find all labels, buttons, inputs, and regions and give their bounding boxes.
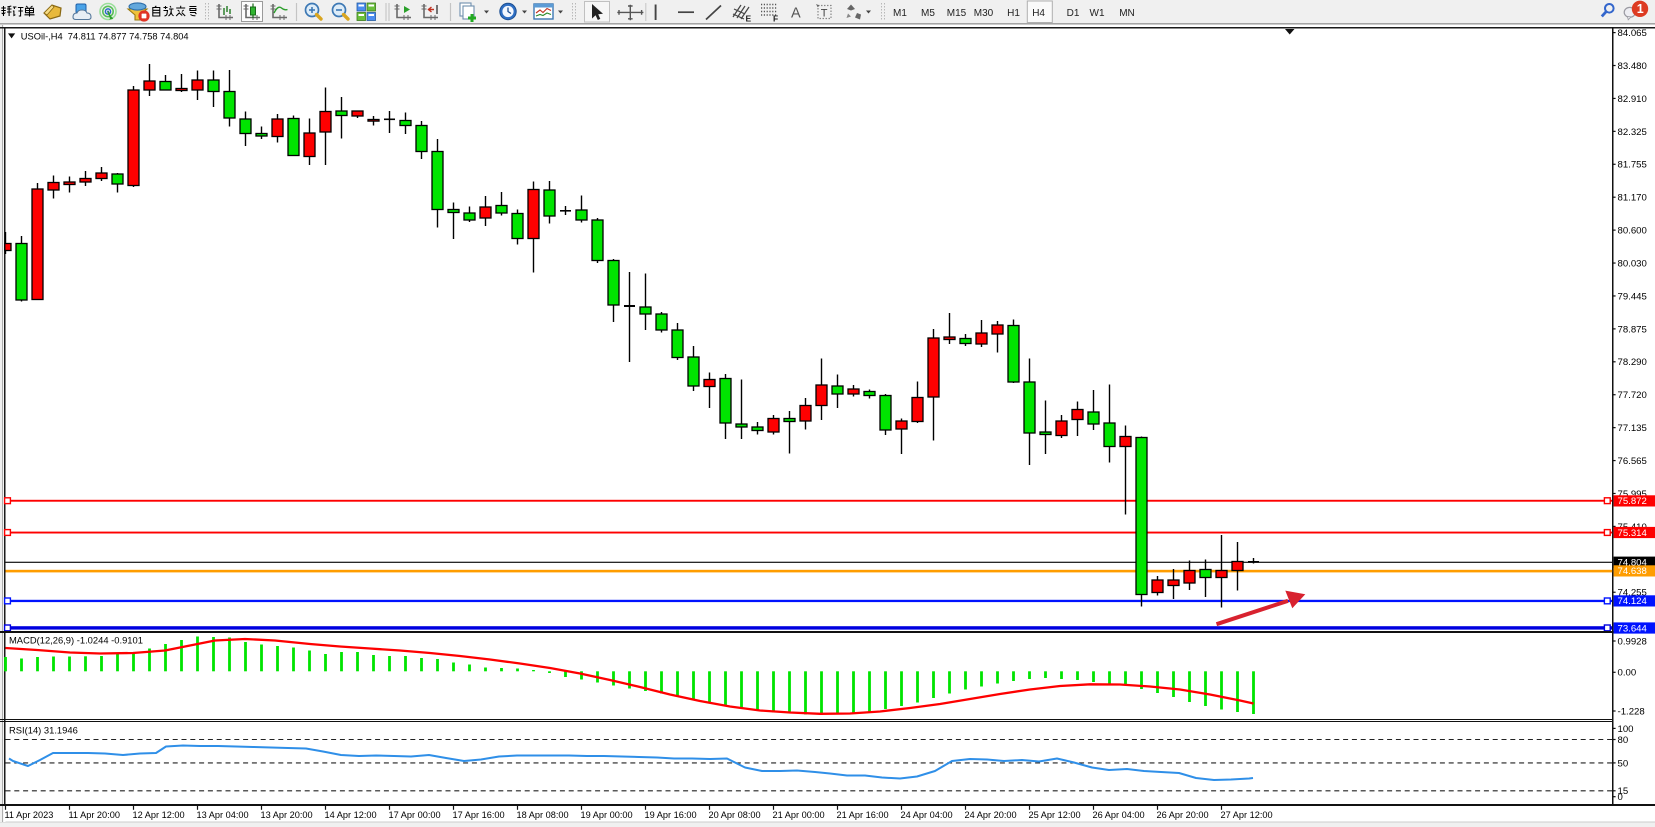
svg-text:D1: D1: [1067, 8, 1080, 19]
svg-text:21 Apr 00:00: 21 Apr 00:00: [773, 810, 825, 820]
svg-text:T: T: [821, 8, 828, 20]
svg-text:21 Apr 16:00: 21 Apr 16:00: [837, 810, 889, 820]
svg-text:17 Apr 16:00: 17 Apr 16:00: [453, 810, 505, 820]
svg-text:80.030: 80.030: [1618, 258, 1647, 269]
svg-text:50: 50: [1618, 758, 1629, 769]
svg-text:M30: M30: [974, 8, 994, 19]
svg-text:75.995: 75.995: [1618, 489, 1647, 500]
svg-text:74.255: 74.255: [1618, 588, 1647, 599]
svg-text:0.00: 0.00: [1618, 668, 1637, 679]
svg-text:24 Apr 20:00: 24 Apr 20:00: [965, 810, 1017, 820]
svg-text:77.720: 77.720: [1618, 390, 1647, 401]
svg-text:MN: MN: [1119, 8, 1135, 19]
svg-text:-1.228: -1.228: [1618, 706, 1645, 717]
svg-text:12 Apr 12:00: 12 Apr 12:00: [133, 810, 185, 820]
svg-text:MACD(12,26,9) -1.0244 -0.9101: MACD(12,26,9) -1.0244 -0.9101: [9, 635, 143, 646]
svg-text:80: 80: [1618, 735, 1629, 746]
svg-text:74.638: 74.638: [1618, 566, 1647, 577]
svg-text:1: 1: [1637, 2, 1644, 16]
svg-text:14 Apr 12:00: 14 Apr 12:00: [325, 810, 377, 820]
svg-text:82.910: 82.910: [1618, 94, 1647, 105]
svg-text:24 Apr 04:00: 24 Apr 04:00: [901, 810, 953, 820]
svg-text:17 Apr 00:00: 17 Apr 00:00: [389, 810, 441, 820]
svg-text:84.065: 84.065: [1618, 28, 1647, 39]
svg-text:76.565: 76.565: [1618, 456, 1647, 467]
svg-text:79.445: 79.445: [1618, 291, 1647, 302]
svg-text:25 Apr 12:00: 25 Apr 12:00: [1029, 810, 1081, 820]
svg-text:73.644: 73.644: [1618, 623, 1648, 634]
svg-text:F: F: [773, 14, 778, 24]
svg-text:100: 100: [1618, 724, 1634, 735]
svg-text:26 Apr 04:00: 26 Apr 04:00: [1093, 810, 1145, 820]
svg-text:11 Apr 20:00: 11 Apr 20:00: [69, 810, 120, 820]
svg-text:26 Apr 20:00: 26 Apr 20:00: [1157, 810, 1209, 820]
svg-text:27 Apr 12:00: 27 Apr 12:00: [1221, 810, 1273, 820]
svg-text:13 Apr 20:00: 13 Apr 20:00: [261, 810, 313, 820]
svg-text:E: E: [746, 14, 752, 24]
svg-text:11 Apr 2023: 11 Apr 2023: [5, 810, 54, 820]
svg-text:74.124: 74.124: [1618, 596, 1648, 607]
svg-text:H1: H1: [1007, 8, 1020, 19]
svg-text:19 Apr 00:00: 19 Apr 00:00: [581, 810, 633, 820]
svg-text:H4: H4: [1032, 8, 1045, 19]
svg-text:81.170: 81.170: [1618, 193, 1647, 204]
svg-text:18 Apr 08:00: 18 Apr 08:00: [517, 810, 569, 820]
svg-text:78.875: 78.875: [1618, 324, 1647, 335]
svg-text:0.9928: 0.9928: [1618, 636, 1647, 647]
svg-text:13 Apr 04:00: 13 Apr 04:00: [197, 810, 249, 820]
svg-text:A: A: [791, 6, 801, 22]
svg-text:M15: M15: [947, 8, 967, 19]
svg-text:M5: M5: [921, 8, 935, 19]
svg-text:83.480: 83.480: [1618, 61, 1647, 72]
svg-text:W1: W1: [1090, 8, 1105, 19]
svg-text:81.755: 81.755: [1618, 160, 1647, 171]
svg-text:15: 15: [1618, 786, 1629, 797]
svg-text:74.804: 74.804: [1618, 558, 1648, 569]
svg-text:77.135: 77.135: [1618, 423, 1647, 434]
svg-text:82.325: 82.325: [1618, 127, 1647, 138]
svg-text:0: 0: [1618, 792, 1623, 803]
svg-text:M1: M1: [893, 8, 907, 19]
svg-text:RSI(14) 31.1946: RSI(14) 31.1946: [9, 725, 78, 736]
svg-text:75.314: 75.314: [1618, 528, 1648, 539]
svg-text:78.290: 78.290: [1618, 357, 1647, 368]
svg-text:80.600: 80.600: [1618, 226, 1647, 237]
svg-text:19 Apr 16:00: 19 Apr 16:00: [645, 810, 697, 820]
svg-text:USOil-,H4 74.811 74.877 74.75: USOil-,H4 74.811 74.877 74.758 74.804: [21, 31, 189, 41]
svg-text:75.872: 75.872: [1618, 496, 1647, 507]
svg-text:20 Apr 08:00: 20 Apr 08:00: [709, 810, 761, 820]
